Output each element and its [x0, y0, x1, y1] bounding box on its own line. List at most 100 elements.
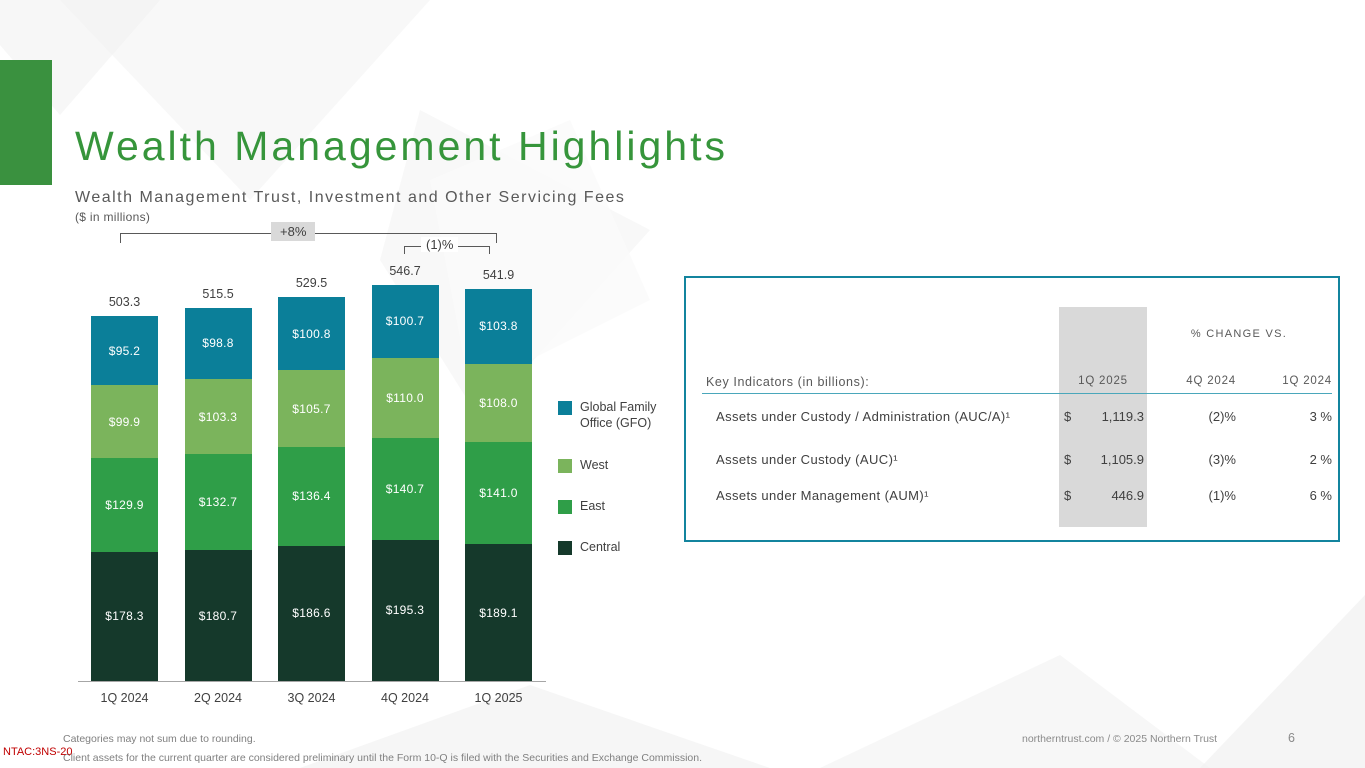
table-row-auc: Assets under Custody (AUC)¹ $ 1,105.9 (3…: [686, 452, 1338, 470]
segment-value-label: $129.9: [105, 497, 144, 512]
segment-value-label: $100.7: [385, 314, 425, 329]
bar-segment-east: $136.4: [278, 447, 345, 546]
segment-value-label: $108.0: [479, 395, 518, 410]
bar-segment-global-family-office-gfo: $98.8: [184, 307, 252, 380]
column-header-1q2025: 1Q 2025: [1078, 375, 1128, 387]
change-vs-1q: 6 %: [1309, 488, 1332, 503]
bar-segment-east: $141.0: [465, 441, 532, 545]
bar-segment-west: $110.0: [371, 357, 439, 438]
segment-value-label: $99.9: [108, 414, 141, 429]
ntac-classification: NTAC:3NS-20: [3, 746, 73, 758]
bar-total-label: 503.3: [108, 295, 141, 310]
bar-segment-central: $186.6: [278, 545, 345, 681]
segment-value-label: $110.0: [386, 390, 424, 405]
segment-value-label: $100.8: [292, 326, 331, 341]
x-axis-line: [78, 681, 546, 682]
legend-label: West: [580, 458, 609, 472]
header-underline: [702, 393, 1332, 394]
change-vs-4q: (3)%: [1208, 452, 1236, 467]
x-axis-label: 1Q 2024: [100, 691, 149, 705]
bar-segment-central: $189.1: [465, 544, 532, 681]
page-title: Wealth Management Highlights: [75, 123, 728, 170]
fees-stacked-bar-chart: +8% (1)% $178.3 $129.9 $99.9 $95.2 503.3 1Q 2…: [75, 222, 555, 720]
x-axis-label: 4Q 2024: [381, 691, 429, 705]
segment-value-label: $105.7: [292, 401, 331, 416]
chart-subtitle: Wealth Management Trust, Investment and …: [75, 189, 626, 206]
change-vs-4q: (2)%: [1208, 409, 1236, 424]
bar-segment-global-family-office-gfo: $100.8: [278, 297, 345, 371]
footnote-rounding: Categories may not sum due to rounding.: [63, 733, 256, 745]
bar-total-label: 546.7: [389, 264, 421, 279]
page-number: 6: [1288, 731, 1295, 745]
currency-symbol: $: [1064, 452, 1072, 467]
change-vs-1q: 2 %: [1309, 452, 1332, 467]
legend-swatch-icon: [558, 541, 572, 555]
source-attribution: northerntrust.com / © 2025 Northern Trus…: [1022, 733, 1218, 745]
accent-bar: [0, 60, 52, 185]
legend-item: Central: [558, 540, 620, 556]
bar-segment-central: $195.3: [371, 539, 439, 681]
row-label: Assets under Management (AUM)¹: [716, 488, 929, 503]
bar-segment-global-family-office-gfo: $103.8: [465, 288, 532, 364]
bar-total-label: 515.5: [202, 286, 234, 301]
bar-segment-west: $103.3: [184, 379, 252, 454]
bar-segment-central: $180.7: [184, 550, 252, 681]
segment-value-label: $189.1: [479, 605, 518, 620]
segment-value-label: $195.3: [385, 603, 425, 618]
segment-value-label: $140.7: [385, 481, 425, 496]
x-axis-label: 3Q 2024: [287, 691, 336, 705]
table-row-aum: Assets under Management (AUM)¹ $ 446.9 (…: [686, 488, 1338, 506]
currency-symbol: $: [1064, 409, 1072, 424]
x-axis-label: 1Q 2025: [474, 691, 523, 705]
segment-value-label: $180.7: [198, 608, 238, 623]
table-row-auca: Assets under Custody / Administration (A…: [686, 409, 1338, 427]
bar-segment-global-family-office-gfo: $95.2: [91, 316, 158, 386]
bar-segment-east: $140.7: [371, 437, 439, 540]
bar-total-label: 541.9: [482, 267, 515, 282]
x-axis-label: 2Q 2024: [194, 691, 242, 705]
segment-value-label: $95.2: [108, 343, 141, 358]
segment-value-label: $98.8: [202, 336, 234, 351]
row-value: 1,119.3: [1101, 409, 1144, 424]
legend-swatch-icon: [558, 459, 572, 473]
yoy-change-label: +8%: [271, 222, 316, 241]
segment-value-label: $136.4: [292, 489, 331, 504]
legend-item: East: [558, 499, 605, 515]
row-value: 1,105.9: [1100, 452, 1144, 467]
column-header-4q2024: 4Q 2024: [1186, 375, 1236, 387]
bar-segment-east: $132.7: [184, 454, 252, 551]
segment-value-label: $103.8: [479, 319, 518, 334]
legend-swatch-icon: [558, 500, 572, 514]
change-vs-header: % CHANGE VS.: [1190, 328, 1288, 340]
segment-value-label: $178.3: [105, 609, 144, 624]
change-vs-1q: 3 %: [1309, 409, 1332, 424]
legend-label: East: [580, 499, 606, 513]
key-indicators-header: Key Indicators (in billions):: [706, 375, 870, 389]
segment-value-label: $141.0: [479, 485, 518, 500]
legend-label: Central: [580, 540, 621, 554]
current-quarter-highlight-band: [1059, 307, 1147, 527]
legend-swatch-icon: [558, 401, 572, 415]
bar-total-label: 529.5: [295, 276, 328, 291]
footnote-preliminary: Client assets for the current quarter ar…: [63, 752, 703, 764]
segment-value-label: $103.3: [198, 409, 238, 424]
bar-segment-central: $178.3: [91, 551, 158, 681]
segment-value-label: $186.6: [292, 606, 331, 621]
segment-value-label: $132.7: [198, 495, 238, 510]
row-label: Assets under Custody (AUC)¹: [716, 452, 899, 467]
row-label: Assets under Custody / Administration (A…: [716, 409, 1011, 424]
legend-item: Global Family Office (GFO): [558, 400, 685, 431]
units-note: ($ in millions): [75, 210, 151, 224]
bar-segment-east: $129.9: [91, 457, 158, 552]
bracket-tick: [120, 233, 121, 243]
bar-segment-west: $99.9: [91, 385, 158, 458]
bracket-tick: [489, 246, 490, 254]
key-indicators-table: % CHANGE VS. Key Indicators (in billions…: [684, 276, 1340, 542]
column-header-1q2024: 1Q 2024: [1282, 375, 1332, 387]
legend-item: West: [558, 458, 608, 474]
row-value: 446.9: [1111, 488, 1144, 503]
bar-segment-west: $105.7: [278, 370, 345, 448]
bracket-tick: [404, 246, 405, 254]
bar-segment-west: $108.0: [465, 363, 532, 442]
